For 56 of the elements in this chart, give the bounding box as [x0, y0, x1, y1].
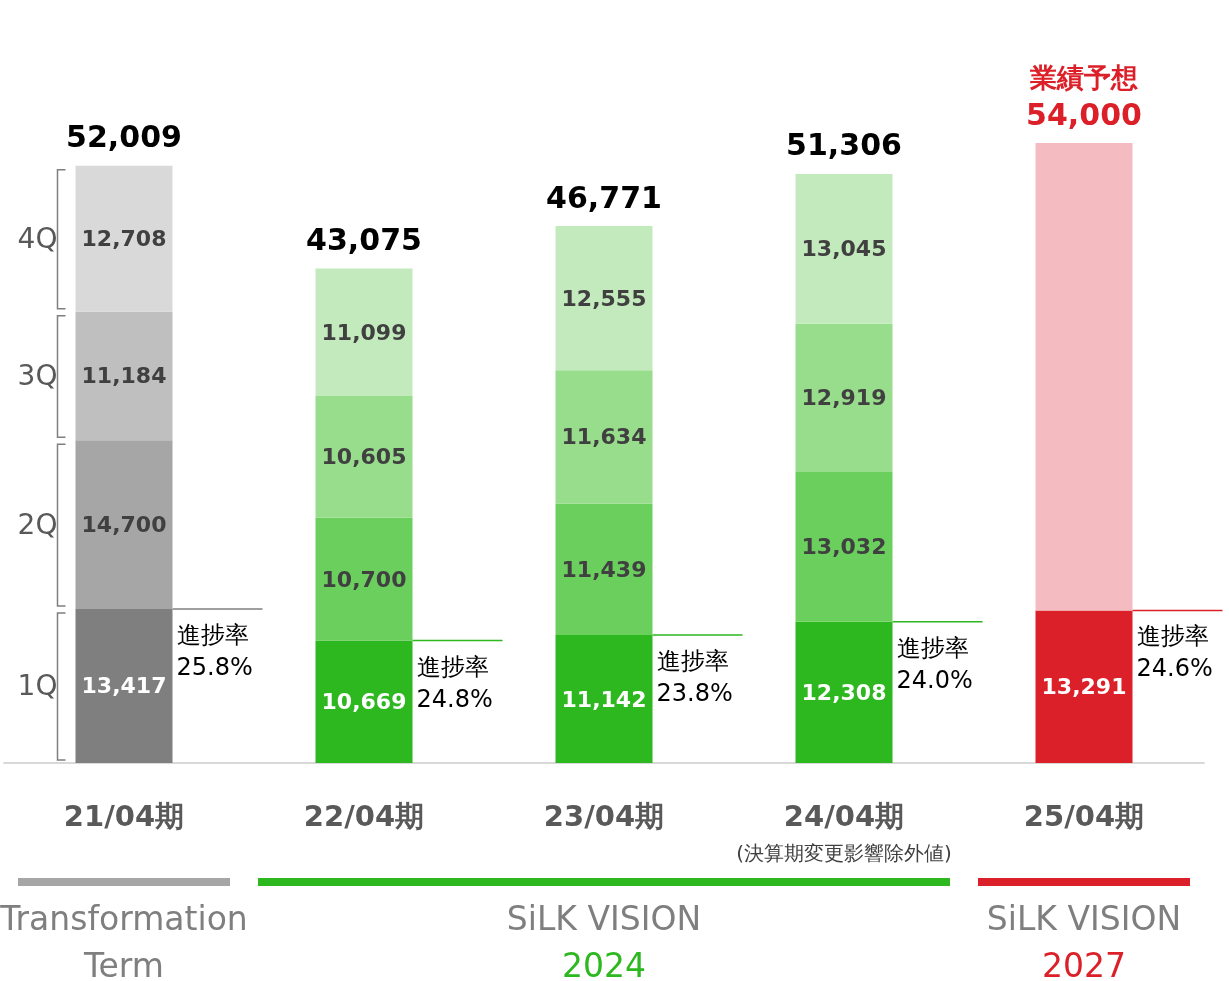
series-label: 1Q	[17, 669, 58, 703]
bar	[555, 503, 653, 636]
x-tick-label: 21/04期	[63, 798, 185, 833]
series-label: 3Q	[17, 359, 58, 393]
data-label: 11,439	[561, 556, 647, 582]
x-tick-label: 25/04期	[1023, 798, 1145, 833]
x-tick-label: 24/04期	[783, 798, 905, 833]
total-label: 46,771	[546, 179, 662, 215]
data-label: 11,142	[561, 686, 647, 712]
series-label: 4Q	[17, 222, 58, 256]
total-label: 51,306	[786, 127, 902, 163]
annotation: 進捗率 23.8%	[656, 647, 733, 708]
total-label: 43,075	[306, 221, 422, 257]
annotation: 進捗率 24.6%	[1136, 622, 1213, 683]
data-label: 10,700	[321, 566, 407, 592]
bar	[315, 640, 413, 763]
bar	[315, 268, 413, 396]
data-label: 13,045	[801, 236, 887, 262]
bar	[75, 165, 173, 312]
total-label: 54,000	[1026, 96, 1142, 132]
annotation: 業績予想	[1029, 62, 1138, 93]
data-label: 13,032	[801, 534, 887, 560]
annotation: 進捗率 24.8%	[416, 652, 493, 713]
data-label: 14,700	[81, 512, 167, 538]
data-label: 13,291	[1041, 674, 1127, 700]
x-tick-label: 22/04期	[303, 798, 425, 833]
text: Transformation Term	[0, 898, 248, 981]
data-label: 11,184	[81, 363, 167, 389]
text: SiLK VISION 2024	[506, 898, 702, 981]
total-label: 52,009	[66, 119, 182, 155]
data-label: 12,919	[801, 385, 887, 411]
annotation: 進捗率 25.8%	[176, 620, 253, 681]
data-label: 12,708	[81, 226, 167, 252]
bar	[555, 370, 653, 504]
data-label: 12,308	[801, 679, 887, 705]
bar	[315, 517, 413, 641]
bar	[795, 173, 893, 324]
bar	[555, 226, 653, 371]
text: SiLK VISION 2027	[986, 898, 1182, 981]
annotation: 進捗率 24.0%	[896, 633, 973, 694]
bar	[1035, 143, 1133, 611]
data-label: 11,099	[321, 319, 407, 345]
data-label: 10,669	[321, 689, 407, 715]
bar	[795, 323, 893, 473]
text: (決算期変更影響除外値)	[736, 841, 952, 865]
bar	[315, 395, 413, 518]
series-label: 2Q	[17, 508, 58, 542]
data-label: 12,555	[561, 285, 647, 311]
data-label: 11,634	[561, 424, 647, 450]
bar	[795, 621, 893, 763]
bar	[75, 440, 173, 609]
data-label: 10,605	[321, 444, 407, 470]
x-tick-label: 23/04期	[543, 798, 665, 833]
bar	[75, 311, 173, 441]
data-label: 13,417	[81, 673, 167, 699]
bar	[795, 472, 893, 622]
